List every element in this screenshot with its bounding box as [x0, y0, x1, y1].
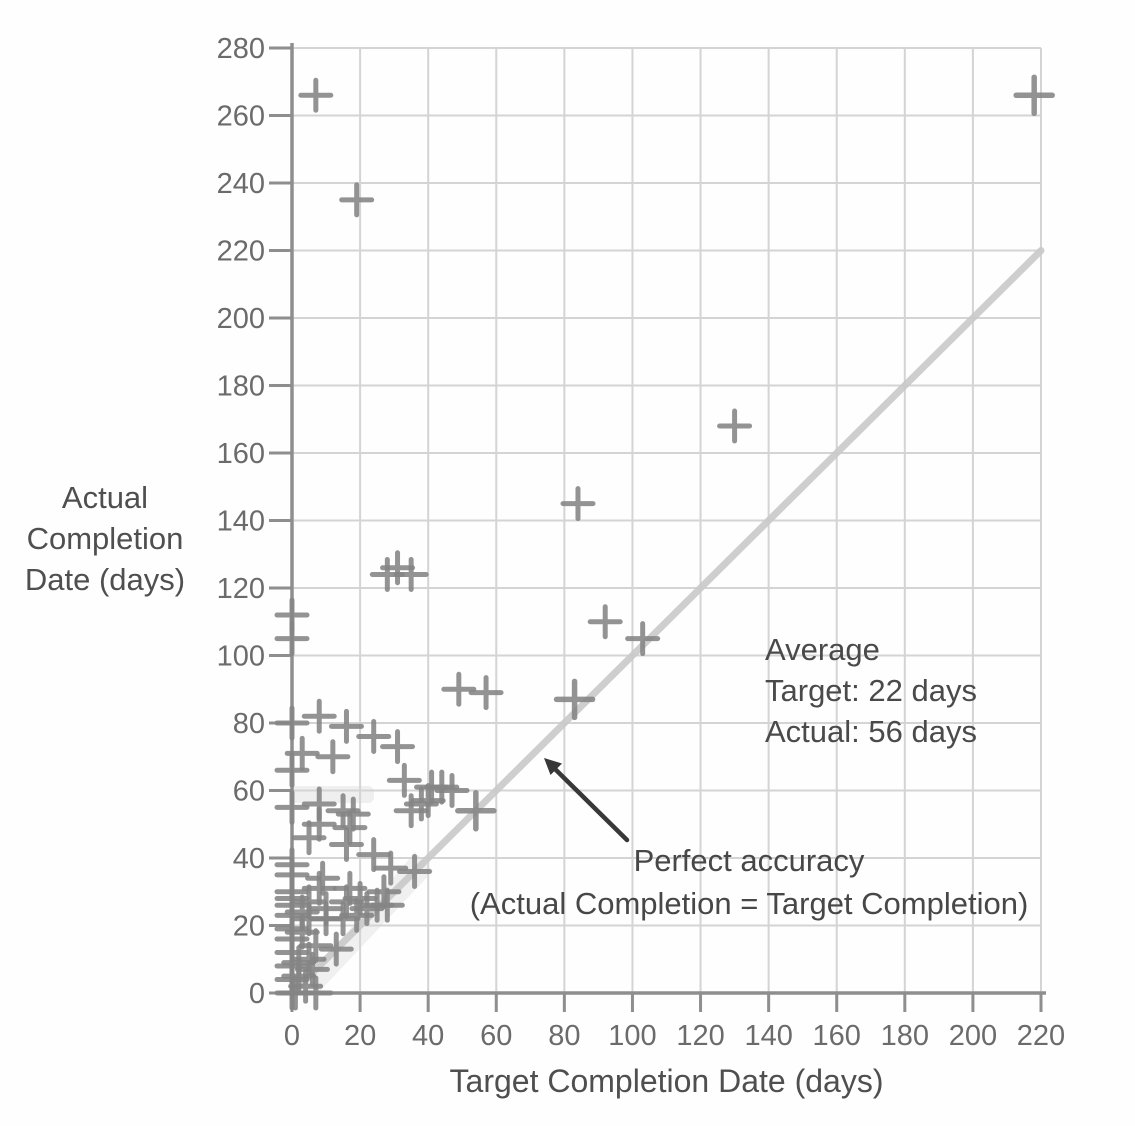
data-point-marker	[397, 854, 433, 889]
x-tick-label: 0	[284, 1020, 300, 1052]
y-tick-label: 280	[217, 33, 265, 65]
data-point-marker	[315, 739, 351, 775]
data-point-marker	[298, 77, 334, 113]
y-axis-title: Actual Completion Date (days)	[2, 477, 208, 600]
x-tick-label: 100	[608, 1020, 656, 1052]
data-point-marker	[369, 887, 405, 923]
data-point-marker	[274, 621, 310, 657]
y-tick-label: 160	[217, 438, 265, 470]
data-point-marker	[325, 901, 361, 937]
data-point-marker	[468, 675, 504, 711]
data-point-marker	[328, 708, 364, 744]
data-point-marker	[274, 789, 310, 825]
x-tick-label: 120	[676, 1020, 724, 1052]
data-point-marker	[553, 678, 596, 721]
data-point-marker	[298, 975, 334, 1011]
data-point-marker	[335, 796, 371, 832]
data-point-marker	[434, 773, 470, 808]
y-tick-label: 20	[233, 911, 265, 943]
y-tick-label: 0	[249, 978, 265, 1010]
y-tick-label: 260	[217, 101, 265, 133]
perfect-accuracy-label: Perfect accuracy	[633, 843, 865, 878]
data-point-marker	[441, 671, 477, 707]
x-tick-label: 20	[344, 1020, 376, 1052]
data-point-marker	[356, 837, 392, 873]
y-axis-title-line: Date (days)	[24, 562, 186, 597]
data-point-marker	[587, 604, 623, 640]
data-point-marker	[380, 550, 416, 586]
y-tick-label: 80	[233, 708, 265, 740]
data-point-marker	[291, 941, 327, 977]
x-tick-label: 160	[813, 1020, 861, 1052]
data-point-marker	[301, 698, 337, 734]
average-annotation: Average Target: 22 days Actual: 56 days	[765, 629, 1065, 752]
data-point-marker	[274, 705, 310, 741]
data-point-marker	[332, 810, 368, 846]
y-tick-label: 120	[217, 573, 265, 605]
annotation-arrow-head	[544, 758, 562, 775]
y-axis-title-line: Actual	[61, 480, 149, 515]
x-tick-label: 60	[480, 1020, 512, 1052]
data-point-marker	[356, 719, 392, 754]
average-annotation-title: Average	[765, 632, 880, 667]
data-point-marker	[560, 486, 596, 522]
data-point-marker	[339, 182, 375, 218]
perfect-accuracy-annotation: Perfect accuracy (Actual Completion = Ta…	[425, 839, 1073, 925]
scan-shading	[290, 786, 374, 803]
x-tick-label: 80	[548, 1020, 580, 1052]
y-tick-label: 140	[217, 506, 265, 538]
x-axis-title: Target Completion Date (days)	[449, 1063, 884, 1099]
data-point-marker	[386, 762, 422, 798]
data-point-marker	[291, 820, 327, 856]
y-tick-label: 180	[217, 371, 265, 403]
x-tick-label: 200	[949, 1020, 997, 1052]
data-point-marker	[717, 408, 753, 444]
average-actual-value: Actual: 56 days	[765, 714, 977, 749]
y-tick-label: 240	[217, 168, 265, 200]
y-tick-label: 40	[233, 843, 265, 875]
y-tick-label: 200	[217, 303, 265, 335]
annotation-arrow-shaft	[551, 765, 630, 843]
data-point-marker	[455, 790, 497, 832]
data-point-marker	[274, 752, 310, 788]
y-tick-label: 220	[217, 236, 265, 268]
x-tick-label: 220	[1017, 1020, 1065, 1052]
data-point-marker	[366, 874, 402, 910]
y-tick-label: 100	[217, 641, 265, 673]
y-tick-label: 60	[233, 776, 265, 808]
perfect-accuracy-formula: (Actual Completion = Target Completion)	[469, 886, 1029, 921]
x-tick-label: 140	[744, 1020, 792, 1052]
y-axis-title-line: Completion	[26, 521, 184, 556]
data-point-marker	[1013, 74, 1055, 116]
data-point-marker	[410, 783, 446, 819]
data-point-marker	[373, 850, 409, 886]
data-point-marker	[625, 621, 661, 657]
data-point-marker	[328, 827, 364, 862]
data-point-marker	[393, 557, 429, 592]
average-target-value: Target: 22 days	[765, 673, 977, 708]
data-point-marker	[298, 928, 334, 964]
data-point-marker	[380, 729, 416, 765]
data-point-marker	[284, 914, 320, 950]
x-tick-label: 40	[412, 1020, 444, 1052]
data-point-marker	[318, 931, 354, 967]
data-point-marker	[339, 897, 375, 933]
x-tick-label: 180	[881, 1020, 929, 1052]
